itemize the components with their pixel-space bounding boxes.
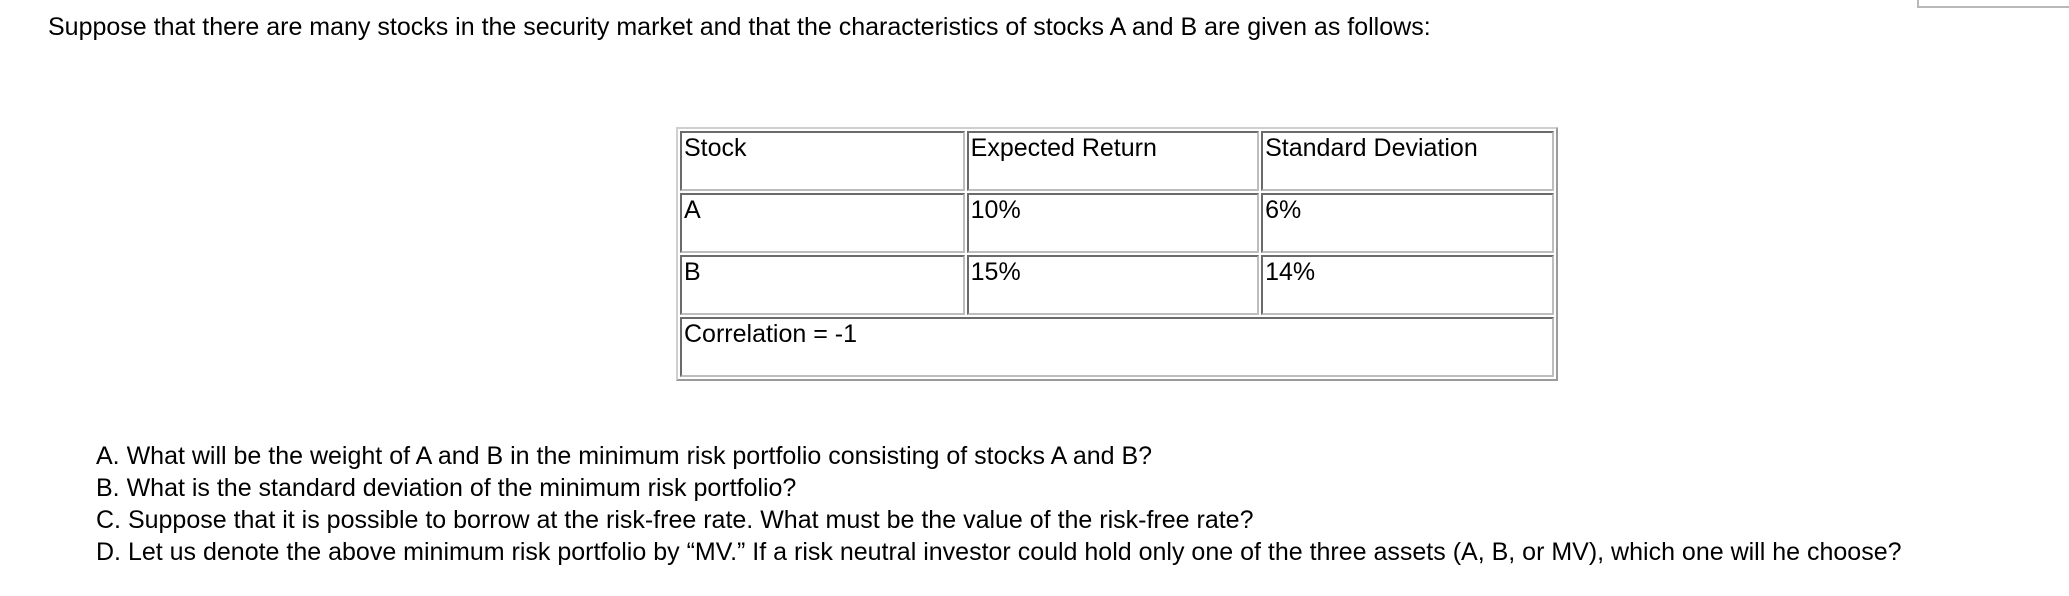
cell-standard-deviation: 6% bbox=[1261, 193, 1554, 253]
question-c: C. Suppose that it is possible to borrow… bbox=[96, 506, 1254, 534]
table-header-row: Stock Expected Return Standard Deviation bbox=[680, 131, 1554, 191]
intro-paragraph: Suppose that there are many stocks in th… bbox=[48, 13, 1431, 41]
cell-stock: B bbox=[680, 255, 965, 315]
header-standard-deviation: Standard Deviation bbox=[1261, 131, 1554, 191]
cell-expected-return: 10% bbox=[966, 193, 1260, 253]
question-d: D. Let us denote the above minimum risk … bbox=[96, 538, 1902, 566]
question-list: A. What will be the weight of A and B in… bbox=[96, 440, 1902, 568]
question-b: B. What is the standard deviation of the… bbox=[96, 474, 797, 502]
header-expected-return: Expected Return bbox=[966, 131, 1260, 191]
cell-stock: A bbox=[680, 193, 965, 253]
table-row: A 10% 6% bbox=[680, 193, 1554, 253]
table-footer-row: Correlation = -1 bbox=[680, 317, 1554, 377]
table-row: B 15% 14% bbox=[680, 255, 1554, 315]
corner-frame bbox=[1917, 0, 2069, 8]
correlation-cell: Correlation = -1 bbox=[680, 317, 1554, 377]
header-stock: Stock bbox=[680, 131, 965, 191]
stock-characteristics-table: Stock Expected Return Standard Deviation… bbox=[676, 127, 1558, 381]
cell-expected-return: 15% bbox=[966, 255, 1260, 315]
question-a: A. What will be the weight of A and B in… bbox=[96, 442, 1153, 470]
cell-standard-deviation: 14% bbox=[1261, 255, 1554, 315]
